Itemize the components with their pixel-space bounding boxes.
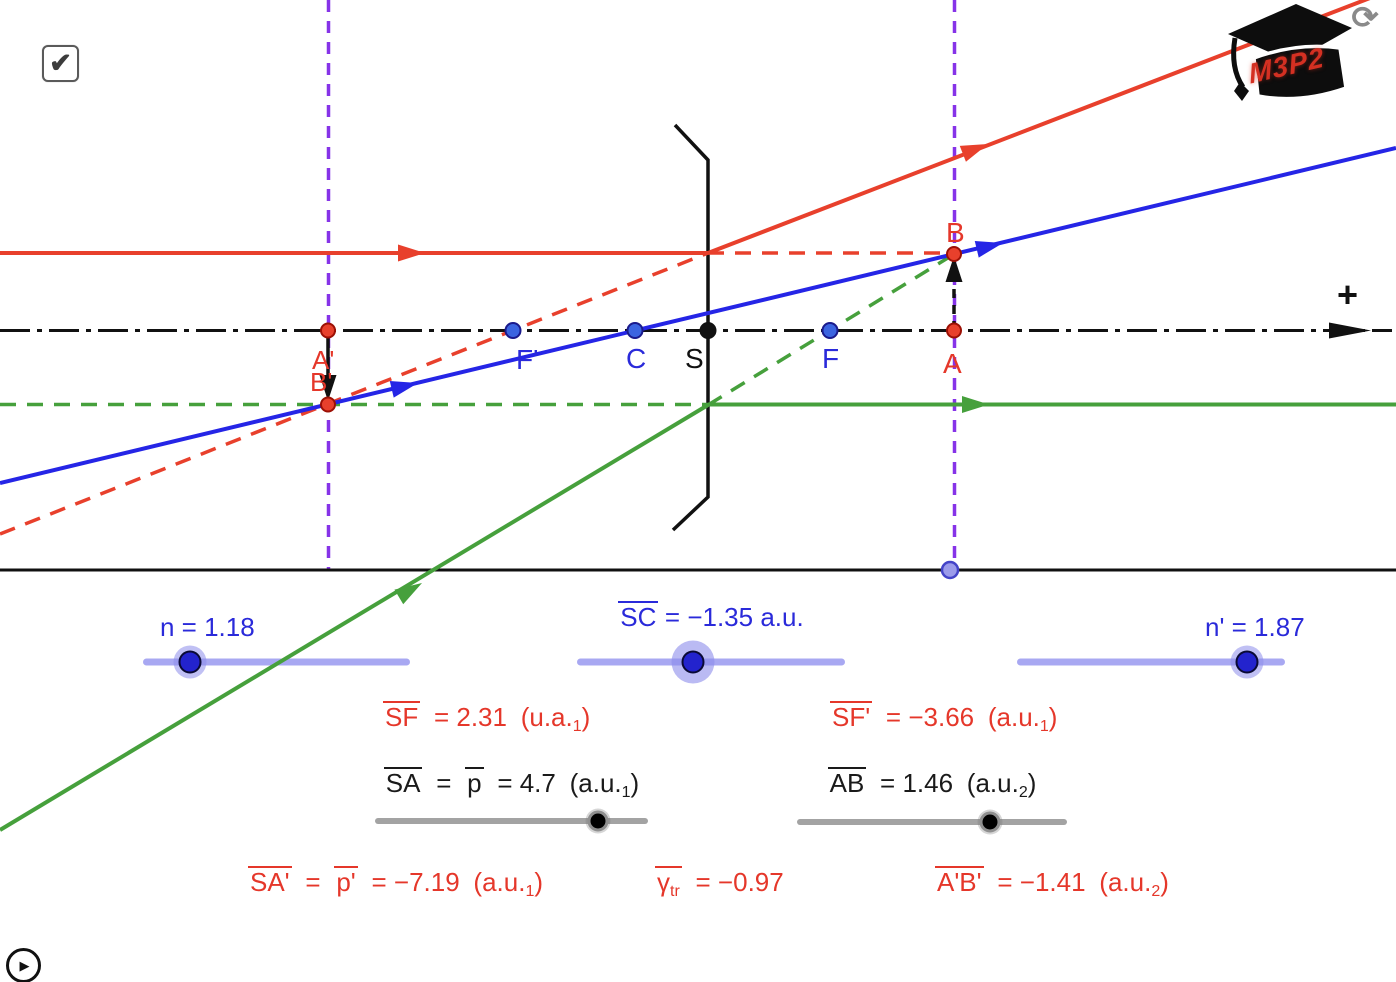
readout-SA-prime: SA' = p' = −7.19 (a.u.1) [248,866,544,900]
slider-AB-label: AB = 1.46 (a.u.2) [827,767,1037,801]
slider-SA-label: SA = p = 4.7 (a.u.1) [383,767,640,801]
slider-n-prime-knob[interactable] [1235,650,1259,674]
label-B-prime: B' [310,367,332,397]
point-B[interactable] [946,246,962,262]
image-arrowhead [319,375,337,401]
slider-n-prime[interactable] [1017,650,1285,674]
label-F: F [822,343,839,374]
slider-SA-knob[interactable] [587,810,609,832]
label-B: B [946,217,965,248]
axis-arrowhead [1329,322,1371,339]
point-B-prime[interactable] [320,396,336,413]
reset-icon[interactable]: ⟳ [1351,2,1378,33]
blue-arrowhead-right [974,241,1003,258]
ground-anchor-point[interactable] [940,560,960,580]
label-S: S [685,343,704,374]
blue-arrowhead-left [389,381,418,398]
slider-AB-track[interactable] [797,819,1067,825]
red-ray-backward-extension [0,251,709,536]
blue-central-ray [0,146,1396,485]
label-F-prime: F' [516,344,538,375]
refracting-surface [671,123,710,532]
point-A[interactable] [946,322,962,339]
slider-n-label: n = 1.18 [160,612,255,642]
slider-SA[interactable] [375,809,648,833]
green-ray-extension-to-B [707,254,952,407]
readout-gamma-tr: γtr = −0.97 [655,866,784,900]
slider-sc-label: SC = −1.35 a.u. [618,601,804,632]
slider-AB[interactable] [797,810,1067,834]
play-icon: ▶ [19,957,30,973]
slider-sc-knob[interactable] [681,650,705,674]
point-F-prime[interactable] [504,322,522,339]
readout-SF-prime: SF' = −3.66 (a.u.1) [830,701,1058,735]
label-A-prime: A' [312,345,334,375]
red-refracted-arrowhead [959,144,988,162]
point-A-prime[interactable] [320,322,336,339]
positive-direction-sign: + [1337,274,1358,315]
slider-sc-track[interactable] [577,658,845,666]
slider-n[interactable] [143,650,410,674]
play-animation-button[interactable]: ▶ [6,948,41,982]
readout-A-prime-B-prime: A'B' = −1.41 (a.u.2) [935,866,1169,900]
slider-n-knob[interactable] [178,650,202,674]
object-arrowhead [945,256,963,282]
label-C: C [626,343,646,374]
slider-sc[interactable] [577,650,845,674]
refresh-glyph: ⟳ [1351,0,1379,35]
green-refracted-arrowhead [962,396,989,413]
readout-SF: SF = 2.31 (u.a.1) [383,701,591,735]
slider-n-prime-label: n' = 1.87 [1205,612,1305,642]
point-S[interactable] [699,322,717,339]
visibility-checkbox[interactable]: ✔ [42,45,79,82]
slider-n-prime-track[interactable] [1017,658,1285,666]
point-C[interactable] [626,322,644,339]
slider-AB-knob[interactable] [979,811,1001,833]
red-incident-arrowhead [398,244,425,262]
point-F[interactable] [821,322,839,339]
label-A: A [943,348,962,379]
green-incident-arrowhead [394,583,422,605]
checkmark-icon: ✔ [49,48,72,78]
